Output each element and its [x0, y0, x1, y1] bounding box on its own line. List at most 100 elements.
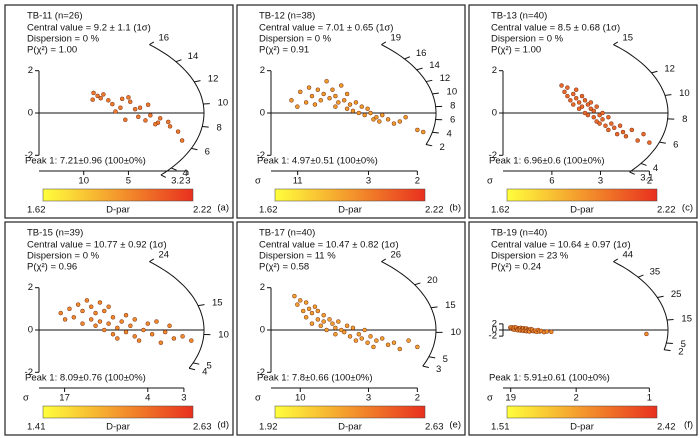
grain-point — [162, 329, 168, 335]
arc-tick-label: 2 — [678, 346, 683, 357]
panel: TB-13 (n=40)Central value = 8.5 ± 0.68 (… — [468, 4, 698, 219]
arc-tick-label: 5 — [443, 354, 448, 365]
grain-point — [167, 124, 173, 129]
grain-point — [90, 97, 95, 102]
grain-point — [315, 87, 321, 92]
panel-frame — [4, 221, 234, 436]
arc-tick-label: 10 — [218, 98, 229, 109]
arc-tick — [188, 367, 196, 371]
peak-label: Peak 1: 4.97±0.51 (100±0%) — [257, 156, 378, 167]
grain-point — [98, 95, 103, 101]
arc-tick — [202, 126, 209, 128]
grain-point — [303, 100, 309, 105]
grain-point — [110, 315, 116, 320]
peak-label: Peak 1: 8.09±0.76 (100±0%) — [25, 373, 146, 384]
grain-point — [573, 87, 579, 92]
x-axis-label: σ — [23, 393, 29, 404]
stat-line: Dispersion = 11 % — [259, 251, 336, 262]
grain-point — [71, 315, 77, 320]
grain-point — [353, 100, 359, 105]
colorbar — [506, 405, 658, 419]
grain-point — [359, 336, 364, 341]
grain-point — [420, 129, 426, 135]
grain-point — [321, 312, 326, 318]
arc-tick-label: 3 — [436, 364, 441, 375]
panel: TB-12 (n=38)Central value = 7.01 ± 0.65 … — [236, 4, 466, 219]
colorbar-max: 2.22 — [193, 205, 212, 216]
arc-tick — [428, 356, 436, 359]
arc-tick-label: 20 — [427, 275, 438, 286]
peak-label: Peak 1: 5.91±0.61 (100±0%) — [489, 373, 610, 384]
grain-point — [330, 87, 335, 92]
arc-tick-label: 5 — [681, 339, 686, 350]
grain-point — [341, 329, 347, 335]
stat-line: Central value = 10.64 ± 0.97 (1σ) — [491, 240, 631, 251]
arc-tick-label: 14 — [188, 51, 199, 62]
colorbar-max: 2.63 — [425, 422, 444, 433]
grain-point — [137, 105, 143, 110]
grain-point — [91, 90, 96, 96]
x-tick-label: 2 — [574, 393, 579, 404]
stat-line: P(χ²) = 0.91 — [259, 45, 309, 56]
arc-tick — [613, 41, 619, 46]
grain-point — [315, 308, 321, 314]
grain-point — [93, 323, 98, 329]
x-tick-label: 5 — [126, 176, 131, 187]
age-arc — [381, 44, 437, 145]
x-axis-label: σ — [255, 393, 261, 404]
arc-tick-label: 10 — [450, 327, 461, 338]
x-axis-label: σ — [487, 176, 493, 187]
grain-point — [327, 95, 332, 101]
age-arc — [149, 44, 205, 176]
grain-point — [167, 323, 172, 329]
grain-point — [403, 114, 408, 120]
colorbar-max: 2.22 — [657, 205, 676, 216]
stat-line: Dispersion = 0 % — [27, 34, 100, 45]
grain-point — [321, 91, 326, 97]
arc-tick-label: 12 — [208, 73, 219, 84]
y-tick-label: 2 — [28, 65, 33, 76]
arc-tick — [664, 94, 672, 96]
grain-point — [126, 95, 131, 100]
grain-point — [80, 321, 85, 326]
panel: TB-11 (n=26)Central value = 9.2 ± 1.1 (1… — [4, 4, 234, 219]
grain-point — [368, 110, 373, 116]
colorbar-label: D-par — [106, 205, 130, 216]
stat-line: Central value = 10.47 ± 0.82 (1σ) — [259, 240, 399, 251]
stat-line: P(χ²) = 0.96 — [27, 262, 77, 273]
x-tick-label: 6 — [549, 176, 554, 187]
grain-point — [143, 118, 148, 123]
arc-tick — [664, 349, 671, 352]
arc-tick-label: 4 — [653, 163, 658, 174]
grain-point — [333, 331, 338, 337]
y-tick-label: 2 — [28, 282, 33, 293]
grain-point — [101, 92, 106, 97]
grain-point — [371, 344, 376, 350]
grain-point — [579, 104, 585, 109]
grain-point — [119, 96, 125, 102]
stat-line: P(χ²) = 1.00 — [491, 45, 541, 56]
grain-point — [292, 293, 297, 299]
y-tick-label: -2 — [25, 150, 33, 161]
grain-point — [347, 334, 353, 339]
arc-tick — [425, 79, 433, 83]
x-tick-label: 1 — [647, 393, 652, 404]
arc-tick-label: 8 — [450, 101, 455, 112]
arc-tick — [175, 59, 182, 63]
arc-tick-label: 4 — [447, 129, 452, 140]
grain-point — [145, 321, 151, 326]
grain-point — [385, 117, 391, 122]
grain-point — [582, 98, 588, 103]
age-arc — [613, 44, 669, 173]
x-tick-label: 19 — [505, 393, 516, 404]
grain-point — [175, 129, 181, 134]
y-tick-label: 0 — [28, 108, 33, 119]
grain-point — [365, 340, 370, 345]
grain-point — [309, 93, 315, 99]
grain-point — [80, 308, 85, 314]
grain-point — [344, 106, 350, 112]
grain-point — [603, 123, 608, 128]
arc-tick — [637, 274, 644, 278]
grain-point — [115, 325, 120, 331]
grain-point — [128, 323, 133, 329]
